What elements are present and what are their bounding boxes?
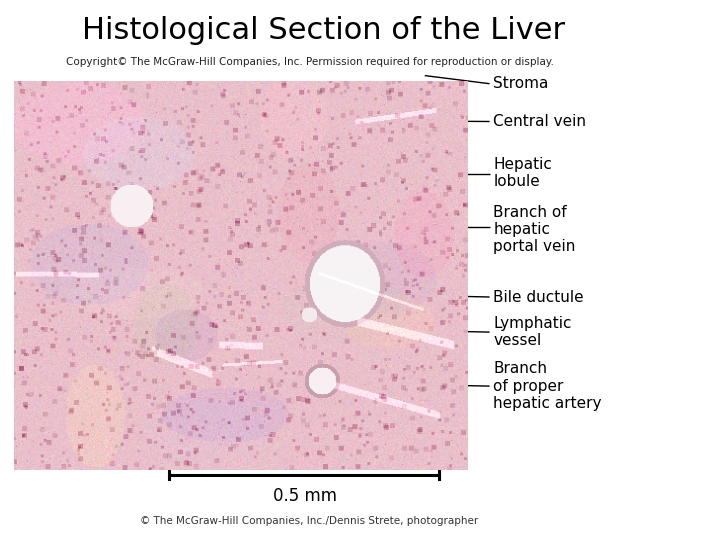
- Text: Stroma: Stroma: [493, 76, 549, 91]
- Text: Branch of
hepatic
portal vein: Branch of hepatic portal vein: [493, 205, 575, 254]
- Text: Central vein: Central vein: [493, 114, 586, 129]
- Text: Lymphatic
vessel: Lymphatic vessel: [493, 316, 572, 348]
- Text: Hepatic
lobule: Hepatic lobule: [493, 157, 552, 189]
- Text: Copyright© The McGraw-Hill Companies, Inc. Permission required for reproduction : Copyright© The McGraw-Hill Companies, In…: [66, 57, 554, 67]
- Text: 0.5 mm: 0.5 mm: [273, 487, 336, 505]
- Text: © The McGraw-Hill Companies, Inc./Dennis Strete, photographer: © The McGraw-Hill Companies, Inc./Dennis…: [140, 516, 479, 526]
- Text: Histological Section of the Liver: Histological Section of the Liver: [82, 16, 566, 45]
- Text: Branch
of proper
hepatic artery: Branch of proper hepatic artery: [493, 361, 602, 411]
- Text: Bile ductule: Bile ductule: [493, 289, 584, 305]
